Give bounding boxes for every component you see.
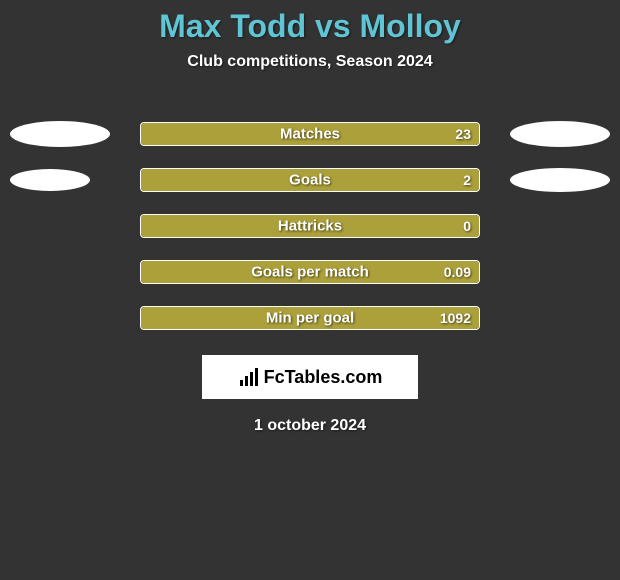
stat-row: Min per goal 1092	[0, 295, 620, 341]
logo-label: FcTables.com	[264, 367, 383, 388]
chart-area: Matches 23 Goals 2 Hattricks 0	[0, 111, 620, 341]
page-title: Max Todd vs Molloy	[0, 8, 620, 45]
bar-label: Hattricks	[278, 218, 342, 235]
bar-track: Min per goal 1092	[140, 306, 480, 330]
bar-track: Goals per match 0.09	[140, 260, 480, 284]
stat-row: Hattricks 0	[0, 203, 620, 249]
logo-text: FcTables.com	[238, 367, 383, 388]
subtitle: Club competitions, Season 2024	[0, 53, 620, 71]
bar-label: Min per goal	[266, 310, 354, 327]
bar-label: Goals per match	[251, 264, 369, 281]
bar-track: Matches 23	[140, 122, 480, 146]
bar-value: 0.09	[444, 264, 471, 280]
bar-track: Hattricks 0	[140, 214, 480, 238]
bar-value: 0	[463, 218, 471, 234]
bar-value: 1092	[440, 310, 471, 326]
left-marker-ellipse	[10, 121, 110, 147]
bar-label: Goals	[289, 172, 331, 189]
date-text: 1 october 2024	[0, 417, 620, 435]
bar-value: 2	[463, 172, 471, 188]
bar-track: Goals 2	[140, 168, 480, 192]
right-marker-ellipse	[510, 168, 610, 192]
left-marker-ellipse	[10, 169, 90, 191]
right-marker-ellipse	[510, 121, 610, 147]
bar-chart-icon	[238, 368, 260, 386]
bar-value: 23	[455, 126, 471, 142]
logo-box: FcTables.com	[202, 355, 418, 399]
stat-row: Goals per match 0.09	[0, 249, 620, 295]
stat-row: Goals 2	[0, 157, 620, 203]
stat-row: Matches 23	[0, 111, 620, 157]
stats-container: Max Todd vs Molloy Club competitions, Se…	[0, 0, 620, 435]
bar-label: Matches	[280, 126, 340, 143]
